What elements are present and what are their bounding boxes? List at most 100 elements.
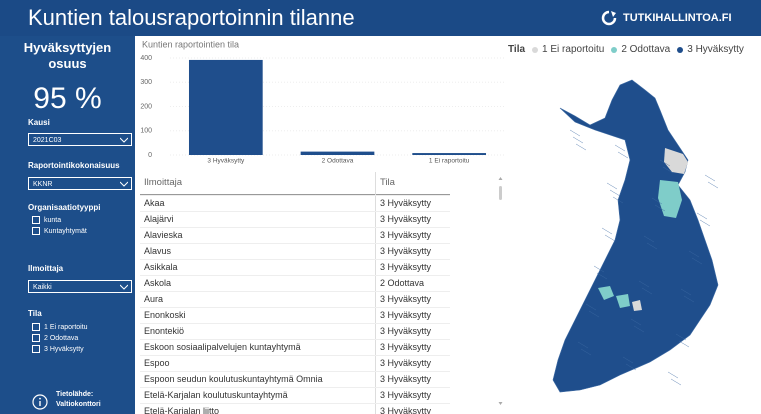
legend-label: 3 Hyväksytty <box>687 44 744 55</box>
region <box>616 294 630 308</box>
border <box>704 174 716 182</box>
page-title: Kuntien talousraportoinnin tilanne <box>28 5 355 30</box>
cell: Alavieska <box>144 230 183 240</box>
dropdown-value: Kaikki <box>33 284 52 291</box>
source-label: Tietolähde: <box>56 391 94 398</box>
cell: Asikkala <box>144 262 178 272</box>
checkbox[interactable]: 3 Hyväksytty <box>32 345 84 353</box>
border <box>667 371 679 379</box>
logo-icon <box>601 10 617 26</box>
dropdown[interactable]: 2021C03 <box>28 133 132 146</box>
header: Kuntien talousraportoinnin tilanne TUTKI… <box>0 0 761 36</box>
y-tick-label: 0 <box>148 152 152 159</box>
chevron <box>120 284 128 290</box>
border <box>654 204 666 212</box>
cell: 3 Hyväksytty <box>380 326 432 336</box>
dropdown[interactable]: Kaikki <box>28 280 132 293</box>
border <box>659 159 671 167</box>
table-row: Enontekiö 3 Hyväksytty <box>140 323 450 339</box>
kpi-title: Hyväksyttyjen osuus <box>23 40 112 71</box>
filter-label: Raportointikokonaisuus <box>28 161 120 170</box>
region <box>664 148 688 174</box>
border <box>683 295 695 303</box>
checkbox-label: 1 Ei raportoitu <box>44 323 88 331</box>
cell: 2 Odottava <box>380 278 425 288</box>
legend-label: 1 Ei raportoitu <box>542 44 605 55</box>
dropdown[interactable]: KKNR <box>28 177 132 190</box>
cell: Askola <box>144 278 172 288</box>
source: Tietolähde: Valtiokonttori <box>56 390 101 410</box>
border <box>688 250 700 258</box>
x-tick-label: 2 Odottava <box>322 158 354 165</box>
map <box>552 79 719 393</box>
border <box>617 151 629 159</box>
cell: Alavus <box>144 246 172 256</box>
cell: Etelä-Karjalan koulutuskuntayhtymä <box>144 390 288 400</box>
checkbox[interactable]: Kuntayhtymät <box>32 227 87 235</box>
y-tick-label: 200 <box>140 103 152 110</box>
legend-swatch <box>532 46 539 53</box>
dropdown-value: 2021C03 <box>33 137 62 144</box>
kpi-value: 95 % <box>33 82 102 115</box>
border <box>641 287 653 295</box>
cell: Espoo <box>144 358 170 368</box>
border <box>699 219 711 227</box>
cell: 3 Hyväksytty <box>380 358 432 368</box>
border <box>622 356 634 364</box>
checkbox-label: Kuntayhtymät <box>44 227 87 235</box>
legend-swatch <box>611 46 618 53</box>
info-icon[interactable] <box>32 394 48 410</box>
column-header: Ilmoittaja <box>144 177 183 188</box>
border <box>585 303 597 311</box>
logo[interactable]: TUTKIHALLINTOA.FI <box>600 10 732 26</box>
y-tick-label: 100 <box>140 128 152 135</box>
cell: Akaa <box>144 198 165 208</box>
table-row: Askola 2 Odottava <box>140 275 450 291</box>
border <box>580 348 592 356</box>
border <box>670 378 682 386</box>
border <box>643 235 655 243</box>
border <box>577 341 589 349</box>
border <box>691 257 703 265</box>
checkbox[interactable]: 1 Ei raportoitu <box>32 323 88 331</box>
border <box>680 288 692 296</box>
legend-swatch <box>677 46 684 53</box>
border <box>593 265 605 273</box>
chevron <box>120 181 128 187</box>
table-row: Eskoon sosiaalipalvelujen kuntayhtymä 3 H… <box>140 339 450 355</box>
filter-label: Kausi <box>28 118 50 127</box>
border <box>625 363 637 371</box>
table: Ilmoittaja Tila Akaa 3 Hyväksytty Alajärvi… <box>140 172 498 414</box>
cell: 3 Hyväksytty <box>380 390 432 400</box>
table-row: Alavus 3 Hyväksytty <box>140 243 450 259</box>
cell: 3 Hyväksytty <box>380 198 432 208</box>
region <box>598 286 614 300</box>
legend-title: Tila <box>508 44 526 55</box>
bar <box>412 153 487 155</box>
logo-text: TUTKIHALLINTOA.FI <box>623 12 732 24</box>
checkbox[interactable]: 2 Odottava <box>32 334 78 342</box>
border <box>606 182 618 190</box>
border <box>707 181 719 189</box>
cell: Eskoon sosiaalipalvelujen kuntayhtymä <box>144 342 301 352</box>
cell: 3 Hyväksytty <box>380 214 432 224</box>
x-tick-label: 3 Hyväksytty <box>207 158 245 165</box>
legend-label: 2 Odottava <box>621 44 671 55</box>
border <box>572 136 584 144</box>
border <box>609 189 621 197</box>
cell: Aura <box>144 294 164 304</box>
cell: 3 Hyväksytty <box>380 230 432 240</box>
source-value: Valtiokonttori <box>56 401 101 408</box>
table-row: Akaa 3 Hyväksytty <box>140 195 450 211</box>
cell: Alajärvi <box>144 214 174 224</box>
column-rule <box>375 172 376 414</box>
table-row: Aura 3 Hyväksytty <box>140 291 450 307</box>
bar <box>300 151 375 155</box>
border <box>662 166 674 174</box>
border <box>596 272 608 280</box>
border <box>651 197 663 205</box>
border <box>630 318 642 326</box>
filter-label: Ilmoittaja <box>28 264 64 273</box>
scrollbar[interactable] <box>498 176 503 406</box>
checkbox[interactable]: kunta <box>32 216 61 224</box>
